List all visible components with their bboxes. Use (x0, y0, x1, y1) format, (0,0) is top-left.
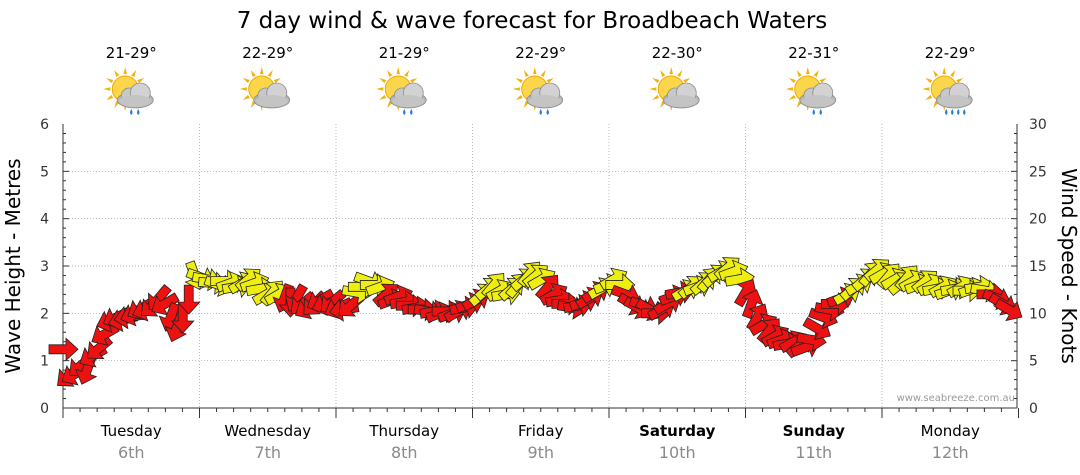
wind-arrow (802, 317, 831, 341)
wind-arrow (151, 292, 180, 316)
day-name-label: Sunday (783, 422, 846, 440)
weather-icon-partly-cloudy-rain (512, 67, 564, 115)
day-date-label: 7th (254, 443, 281, 462)
right-tick-label: 15 (1029, 259, 1047, 275)
wind-arrow (734, 279, 758, 308)
left-y-axis-label: Wave Height - Metres (1, 158, 25, 373)
right-tick-label: 20 (1029, 212, 1047, 228)
left-tick-label: 1 (40, 354, 49, 370)
weather-icon-partly-cloudy (649, 67, 700, 111)
day-date-label: 6th (118, 443, 145, 462)
day-temperature-label: 22-29° (515, 44, 566, 62)
day-date-label: 8th (391, 443, 418, 462)
right-tick-label: 25 (1029, 164, 1047, 180)
right-tick-label: 10 (1029, 306, 1047, 322)
weather-icon-partly-cloudy (239, 67, 291, 111)
right-y-axis-label: Wind Speed - Knots (1057, 168, 1080, 364)
right-tick-label: 5 (1029, 354, 1038, 370)
day-temperature-label: 21-29° (106, 44, 157, 62)
day-date-label: 11th (795, 443, 832, 462)
weather-icon-partly-cloudy-rain (785, 67, 837, 115)
day-date-label: 10th (659, 443, 696, 462)
weather-icon-partly-cloudy-rain (376, 67, 427, 115)
day-temperature-label: 22-30° (652, 44, 703, 62)
day-name-label: Thursday (368, 422, 439, 440)
day-name-label: Saturday (639, 422, 716, 440)
day-temperature-label: 21-29° (379, 44, 430, 62)
day-temperature-label: 22-31° (788, 44, 839, 62)
wind-arrow (994, 298, 1023, 322)
day-name-label: Wednesday (224, 422, 311, 440)
weather-icons (103, 67, 973, 115)
left-tick-label: 4 (40, 212, 49, 228)
day-temperature-label: 22-29° (925, 44, 976, 62)
day-temperatures: 21-29° 22-29° 21-29° 22-29° 22-30° 22-31° 22-2… (106, 44, 976, 62)
day-temperature-label: 22-29° (242, 44, 293, 62)
day-labels: Tuesday 6th Wednesday 7th Thursday 8th Friday 9… (100, 422, 980, 462)
day-date-label: 9th (527, 443, 554, 462)
wind-arrow (170, 303, 195, 334)
wind-arrow (48, 337, 79, 362)
day-name-label: Monday (921, 422, 980, 440)
wind-arrow (176, 284, 201, 315)
left-y-axis-ticks: 0 1 2 3 4 5 6 (40, 117, 49, 417)
watermark: www.seabreeze.com.au (897, 393, 1015, 404)
right-tick-label: 0 (1029, 401, 1038, 417)
right-tick-label: 30 (1029, 117, 1047, 133)
wind-arrows (48, 257, 1023, 387)
left-tick-label: 0 (40, 401, 49, 417)
wind-arrow (741, 289, 764, 320)
left-tick-label: 3 (40, 259, 49, 275)
day-name-label: Tuesday (100, 422, 162, 440)
weather-icon-partly-cloudy-rain (103, 67, 154, 115)
weather-icon-partly-cloudy-heavy-rain (922, 67, 973, 115)
day-date-label: 12th (932, 443, 969, 462)
left-tick-label: 6 (40, 117, 49, 133)
left-tick-label: 5 (40, 164, 49, 180)
chart-title: 7 day wind & wave forecast for Broadbeac… (237, 8, 828, 34)
left-tick-label: 2 (40, 306, 49, 322)
right-y-axis-ticks: 0 5 10 15 20 25 30 (1029, 117, 1047, 417)
day-name-label: Friday (518, 422, 564, 440)
